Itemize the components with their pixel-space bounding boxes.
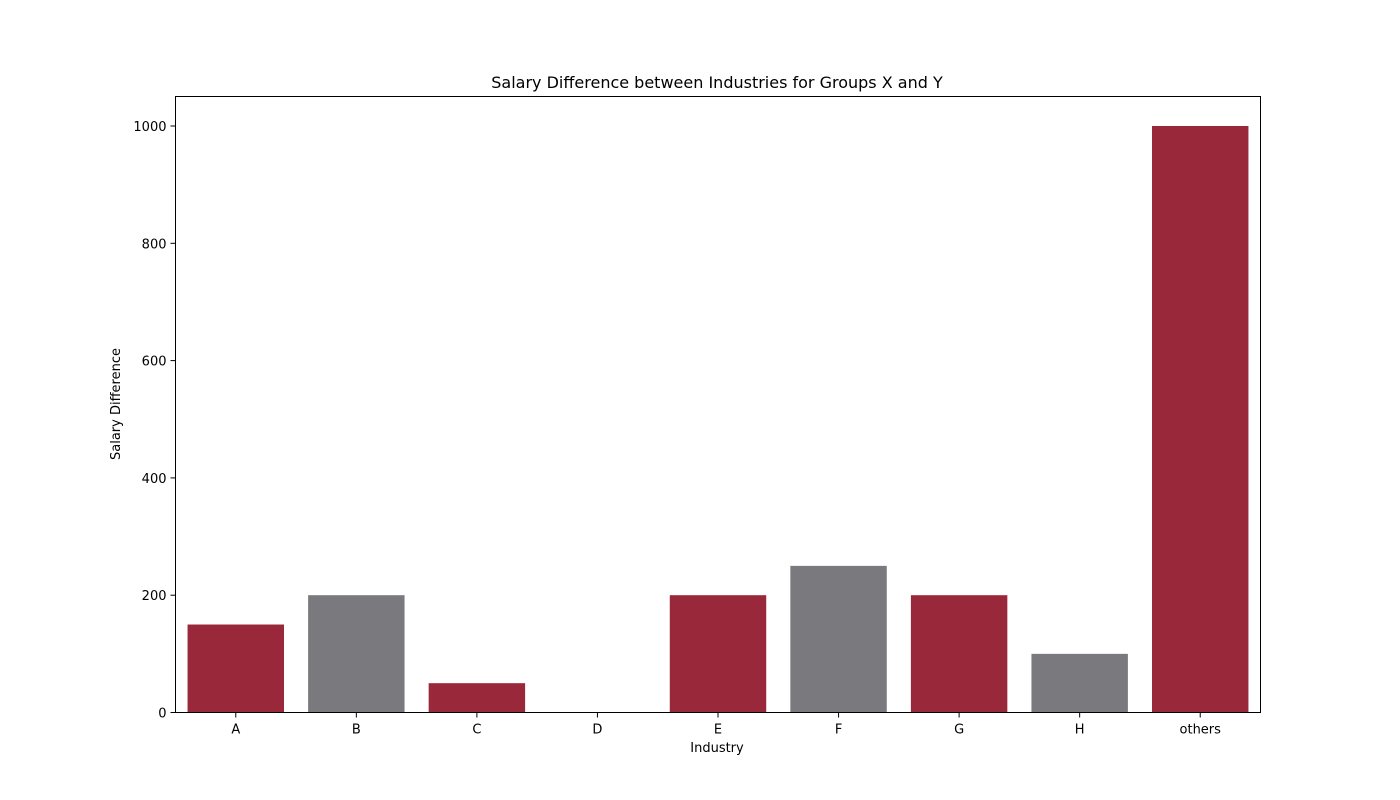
y-axis-label: Salary Difference bbox=[109, 348, 124, 460]
x-axis-label: Industry bbox=[690, 741, 744, 756]
y-tick-label: 1000 bbox=[133, 120, 166, 135]
bars-group bbox=[187, 126, 1249, 713]
y-tick-label: 400 bbox=[142, 472, 167, 487]
bar-h bbox=[1031, 653, 1128, 713]
y-tick-label: 600 bbox=[142, 355, 167, 370]
bar-c bbox=[428, 683, 526, 713]
chart-title: Salary Difference between Industries for… bbox=[491, 73, 943, 92]
x-tick-label: others bbox=[1180, 723, 1222, 738]
y-tick-label: 0 bbox=[158, 707, 166, 722]
bar-b bbox=[308, 595, 405, 713]
x-tick-label: B bbox=[352, 723, 361, 738]
x-tick-label: F bbox=[835, 723, 842, 738]
bar-g bbox=[910, 595, 1008, 713]
bar-a bbox=[187, 624, 284, 713]
bar-e bbox=[669, 595, 767, 713]
x-tick-label: G bbox=[954, 723, 964, 738]
x-tick-label: H bbox=[1075, 723, 1085, 738]
bar-others bbox=[1152, 126, 1249, 713]
y-tick-label: 800 bbox=[142, 237, 167, 252]
y-tick-label: 200 bbox=[142, 589, 167, 604]
x-tick-label: D bbox=[592, 723, 602, 738]
bar-f bbox=[790, 565, 887, 713]
y-axis-ticks: 0 200 400 600 800 1000 bbox=[133, 120, 176, 722]
x-tick-label: E bbox=[714, 723, 722, 738]
x-tick-label: C bbox=[472, 723, 481, 738]
plot-frame bbox=[175, 96, 1261, 713]
x-tick-label: A bbox=[231, 723, 240, 738]
